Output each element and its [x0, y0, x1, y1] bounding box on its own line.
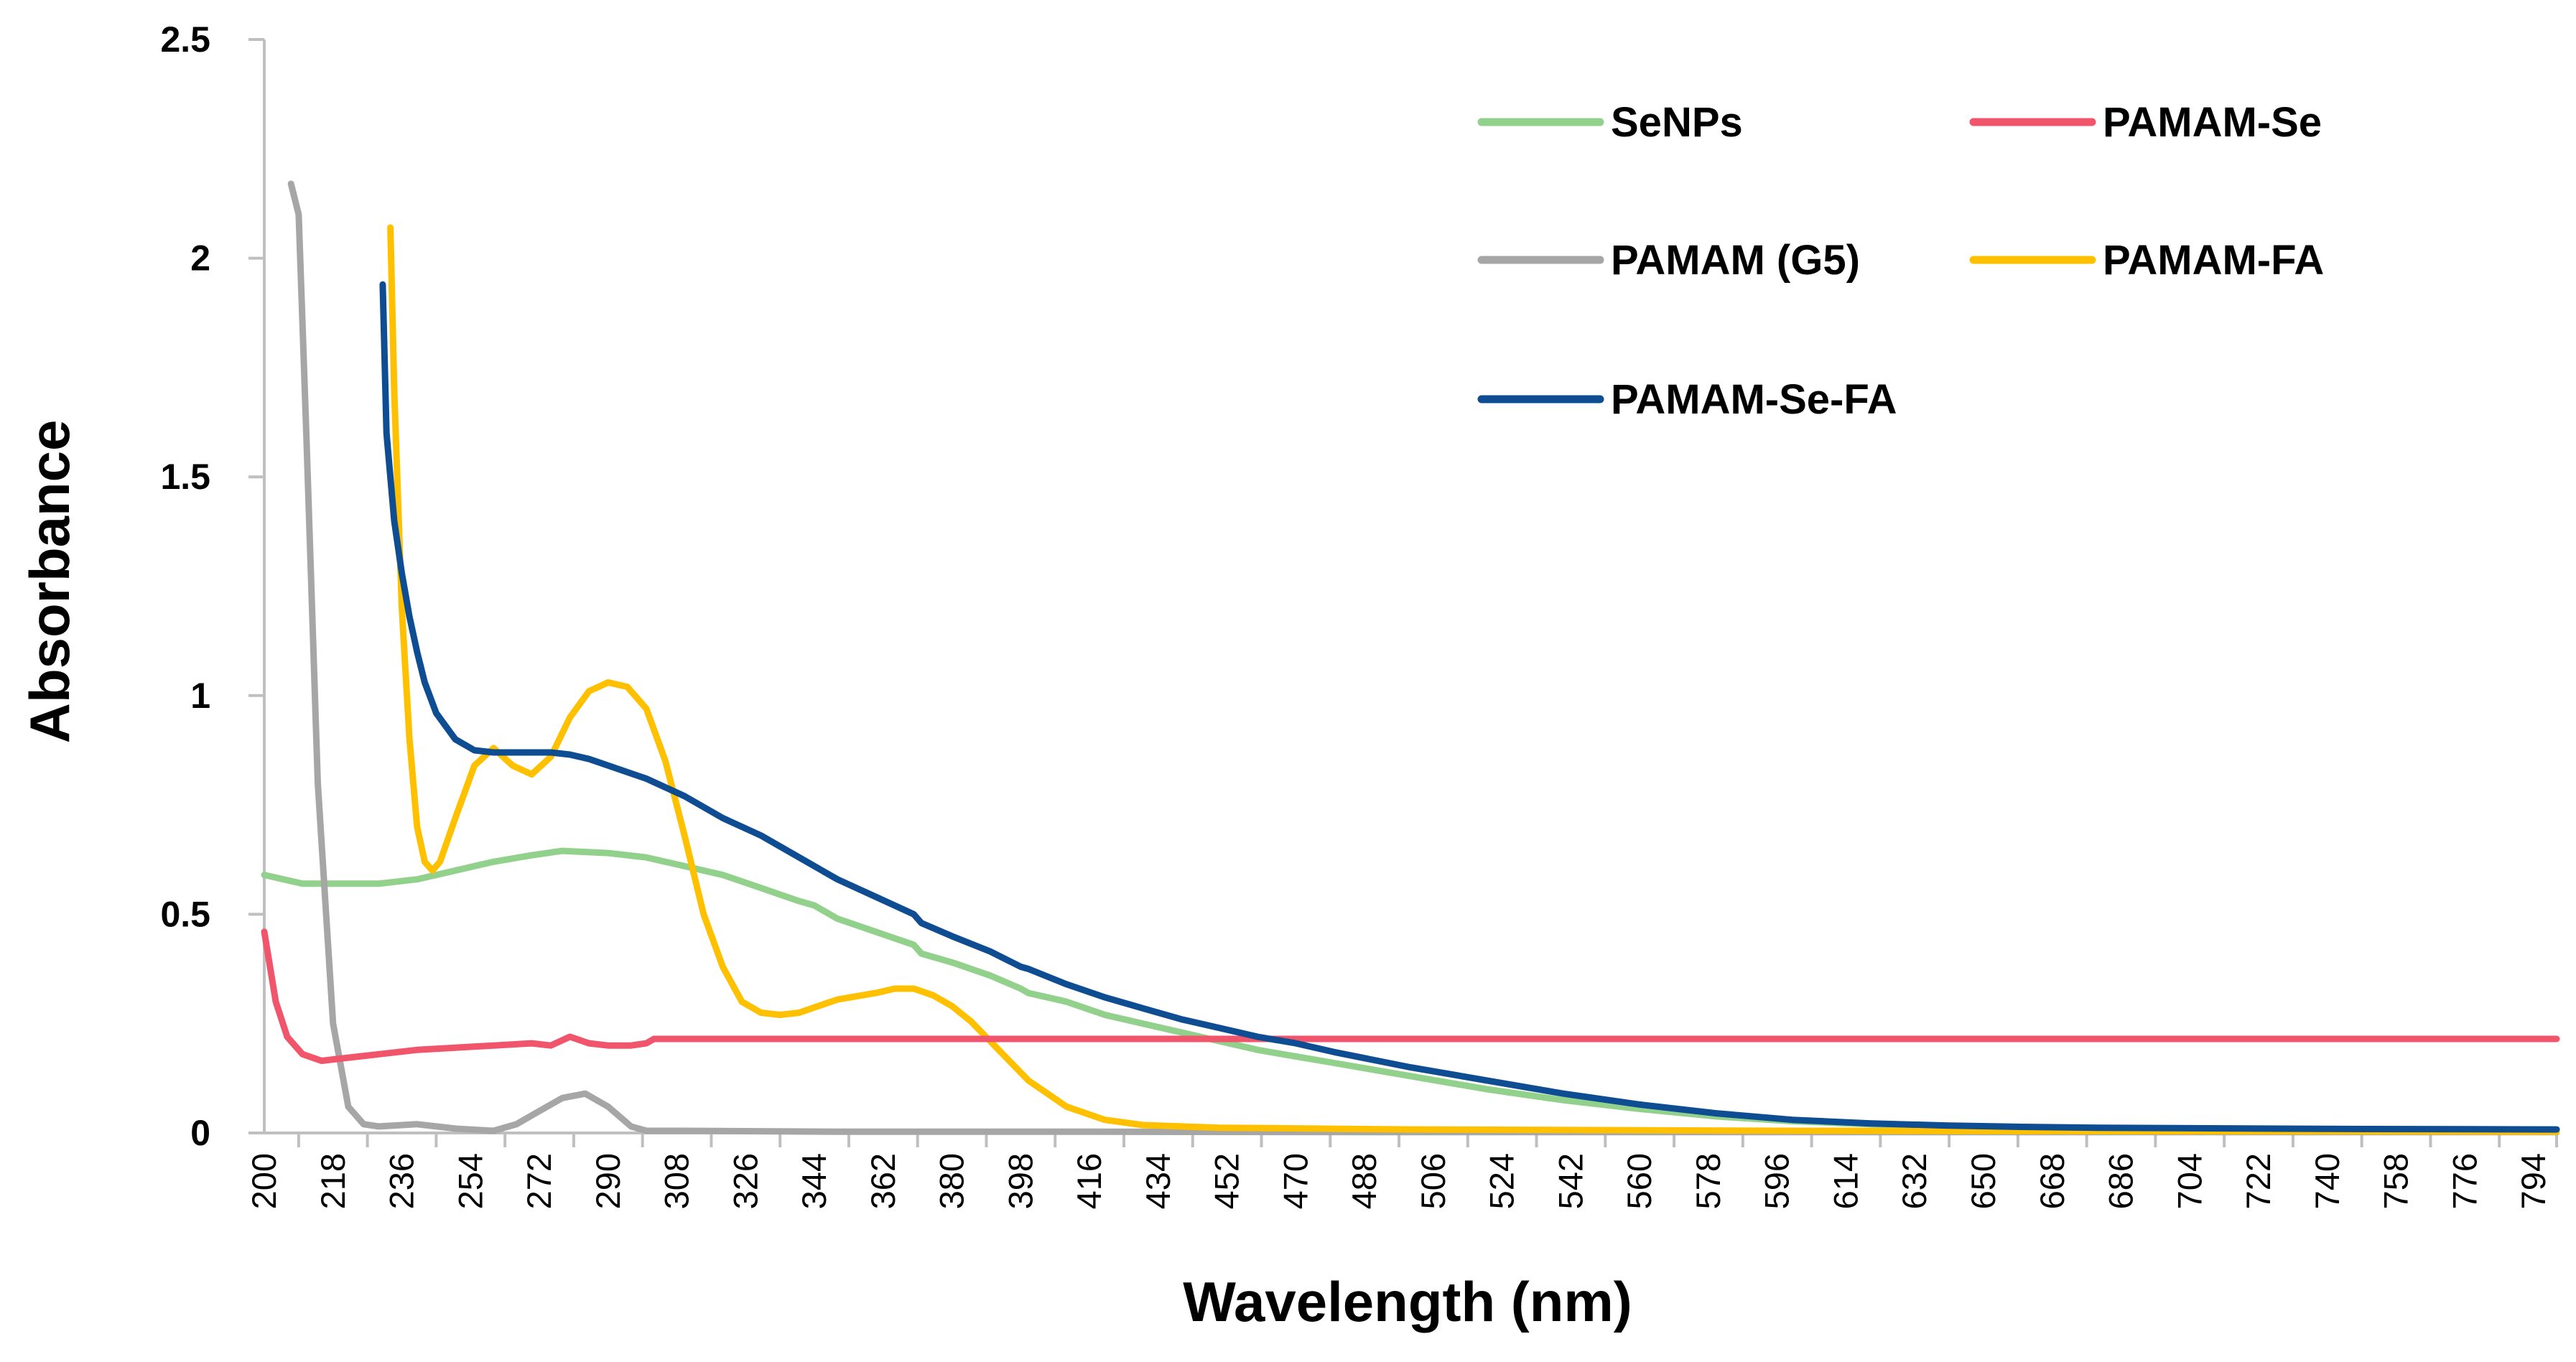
- x-tick-label: 488: [1345, 1153, 1383, 1209]
- x-tick-label: 740: [2308, 1153, 2346, 1209]
- series-line-pamam-se: [261, 928, 2560, 1064]
- x-tick-label: 236: [383, 1153, 421, 1209]
- series-line-pamam-g5: [287, 180, 2560, 1136]
- y-axis-title: Absorbance: [18, 420, 81, 744]
- legend-label-pamam-g5: PAMAM (G5): [1611, 237, 1860, 284]
- series-group: [261, 180, 2560, 1136]
- x-tick-label: 434: [1139, 1153, 1177, 1209]
- x-tick-label: 452: [1208, 1153, 1246, 1209]
- x-tick-label: 632: [1895, 1153, 1933, 1209]
- x-tick-label: 668: [2033, 1153, 2071, 1209]
- x-tick-label: 596: [1758, 1153, 1796, 1209]
- x-tick-label: 254: [451, 1153, 489, 1209]
- x-tick-label: 794: [2514, 1153, 2552, 1209]
- x-tick-label: 416: [1070, 1153, 1108, 1209]
- y-tick-label: 1.5: [160, 457, 210, 497]
- x-tick-label: 380: [933, 1153, 971, 1209]
- x-tick-label: 470: [1276, 1153, 1314, 1209]
- x-tick-label: 272: [520, 1153, 558, 1209]
- y-tick-label: 0.5: [160, 894, 210, 934]
- x-tick-label: 758: [2377, 1153, 2415, 1209]
- x-tick-label: 290: [589, 1153, 627, 1209]
- x-tick-label: 614: [1826, 1153, 1864, 1209]
- x-tick-label: 704: [2170, 1153, 2208, 1209]
- legend-label-pamam-se-fa: PAMAM-Se-FA: [1611, 376, 1897, 423]
- x-tick-label: 506: [1414, 1153, 1452, 1209]
- y-tick-group: 0 0.5 1 1.5 2 2.5: [160, 19, 264, 1153]
- legend-label-pamam-se: PAMAM-Se: [2103, 99, 2322, 146]
- x-tick-label: 218: [314, 1153, 352, 1209]
- x-axis-title: Wavelength (nm): [1183, 1270, 1632, 1333]
- x-tick-label: 686: [2102, 1153, 2140, 1209]
- x-tick-label: 200: [245, 1153, 283, 1209]
- x-tick-label: 398: [1001, 1153, 1039, 1209]
- legend-label-senps: SeNPs: [1611, 99, 1743, 146]
- x-tick-group: 200 218 236 254 272 290 308 326 344 362 380 398 416 4…: [245, 1133, 2552, 1209]
- x-tick-label: 326: [726, 1153, 764, 1209]
- x-tick-label: 560: [1620, 1153, 1658, 1209]
- y-tick-label: 0: [190, 1113, 210, 1153]
- y-tick-label: 2: [190, 238, 210, 279]
- legend-label-pamam-fa: PAMAM-FA: [2103, 237, 2324, 284]
- y-tick-label: 1: [190, 676, 210, 716]
- x-tick-label: 776: [2445, 1153, 2483, 1209]
- x-tick-label: 542: [1551, 1153, 1589, 1209]
- series-line-pamam-se-fa: [379, 281, 2560, 1133]
- x-tick-label: 308: [658, 1153, 696, 1209]
- x-tick-label: 524: [1483, 1153, 1521, 1209]
- y-tick-label: 2.5: [160, 19, 210, 60]
- x-tick-label: 578: [1689, 1153, 1727, 1209]
- x-tick-label: 722: [2239, 1153, 2277, 1209]
- x-tick-label: 344: [795, 1153, 833, 1209]
- legend: SeNPs PAMAM-Se PAMAM (G5) PAMAM-FA PAMAM-Se-…: [1477, 99, 2324, 423]
- series-line-pamam-fa: [387, 224, 2560, 1135]
- x-tick-label: 362: [864, 1153, 902, 1209]
- x-tick-label: 650: [1964, 1153, 2002, 1209]
